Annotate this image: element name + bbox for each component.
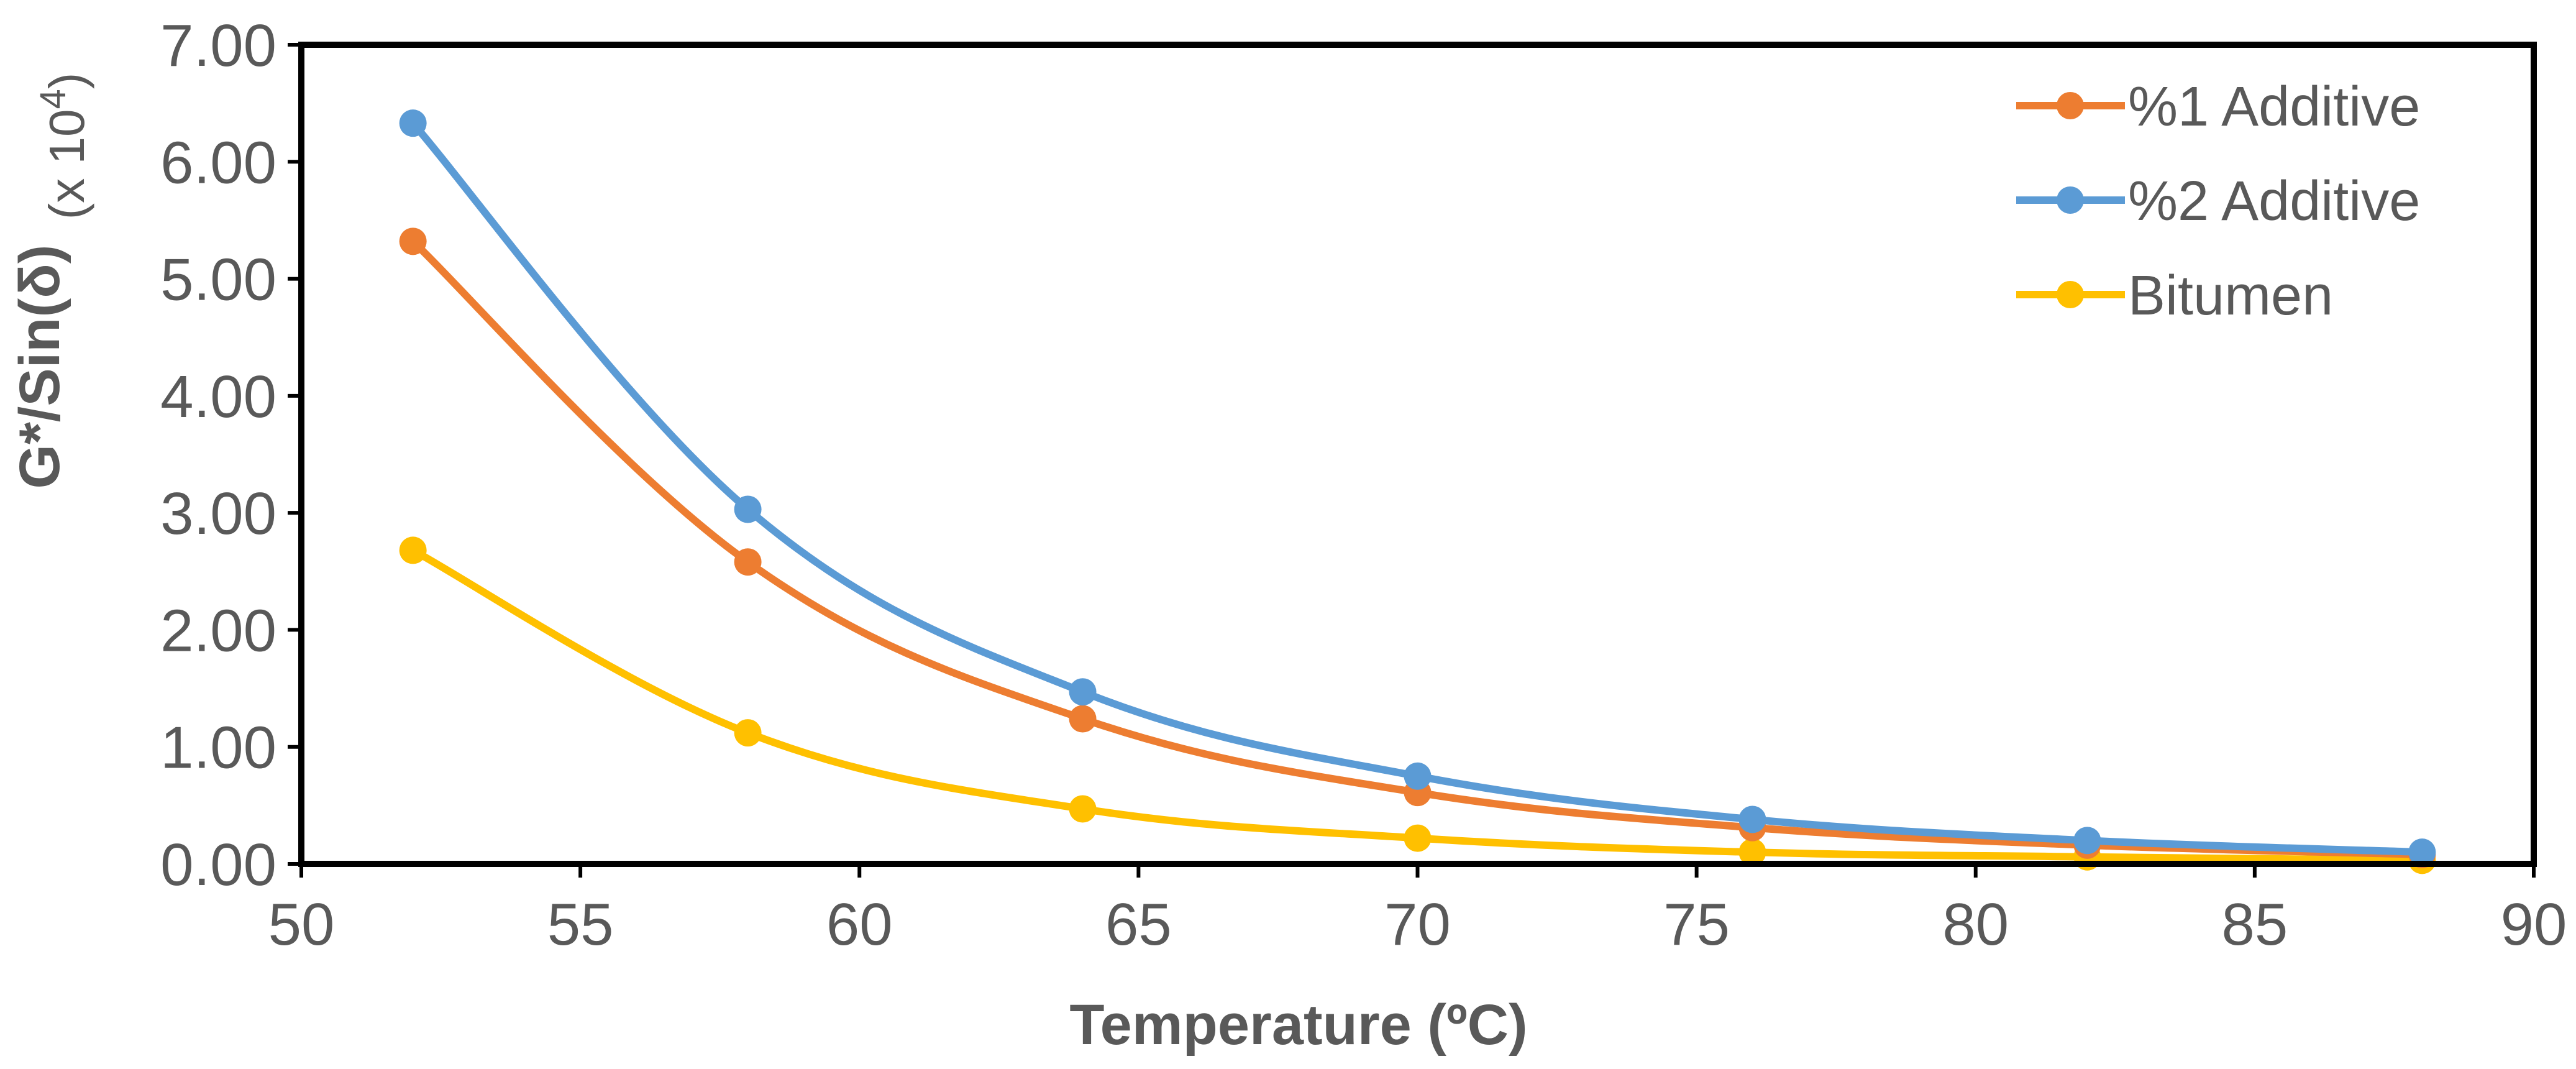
y-axis-title: G*/Sin(δ) — [8, 244, 71, 489]
legend-marker — [2057, 186, 2084, 214]
data-point-2-additive — [2073, 827, 2101, 855]
y-tick-label: 5.00 — [160, 247, 276, 313]
data-point-bitumen — [734, 719, 762, 747]
x-tick-label: 90 — [2501, 891, 2567, 958]
legend-label: %1 Additive — [2128, 76, 2420, 138]
data-point-2-additive — [1738, 805, 1766, 833]
x-axis-ticks: 50 55 60 65 70 75 80 85 90 — [268, 864, 2567, 958]
unit-prefix: (x 10 — [39, 109, 94, 220]
legend-marker — [2057, 281, 2084, 308]
data-point-bitumen — [1069, 795, 1097, 823]
data-point-2-additive — [734, 495, 762, 523]
data-point-bitumen — [1738, 838, 1766, 866]
y-tick-label: 0.00 — [160, 832, 276, 898]
legend-marker — [2057, 92, 2084, 119]
legend-label: %2 Additive — [2128, 170, 2420, 232]
data-point-1-additive — [399, 227, 427, 255]
x-axis-title: Temperature (ºC) — [1069, 993, 1527, 1057]
series-2-additive — [399, 109, 2436, 866]
y-tick-label: 4.00 — [160, 364, 276, 430]
data-point-bitumen — [1404, 824, 1432, 852]
legend-item-1-additive: %1 Additive — [2016, 76, 2420, 138]
unit-exponent: 4 — [33, 89, 73, 109]
x-tick-label: 70 — [1384, 891, 1451, 958]
y-axis-ticks: 0.00 1.00 2.00 3.00 4.00 5.00 6.00 7.00 — [160, 12, 301, 898]
x-tick-label: 75 — [1663, 891, 1730, 958]
unit-suffix: ) — [39, 73, 94, 89]
series-layer — [399, 109, 2436, 874]
x-tick-label: 65 — [1105, 891, 1172, 958]
x-tick-label: 55 — [547, 891, 614, 958]
x-tick-label: 85 — [2221, 891, 2288, 958]
data-point-1-additive — [734, 548, 762, 576]
x-tick-label: 60 — [826, 891, 893, 958]
x-tick-label: 80 — [1942, 891, 2009, 958]
legend-label: Bitumen — [2128, 265, 2333, 327]
y-axis-unit-label: (x 104) — [33, 73, 94, 220]
data-point-2-additive — [1069, 678, 1097, 706]
y-tick-label: 1.00 — [160, 715, 276, 781]
data-point-2-additive — [399, 109, 427, 137]
x-tick-label: 50 — [268, 891, 335, 958]
data-point-2-additive — [1404, 762, 1432, 790]
legend-item-2-additive: %2 Additive — [2016, 170, 2420, 232]
y-tick-label: 3.00 — [160, 480, 276, 547]
data-point-bitumen — [399, 536, 427, 564]
y-tick-label: 6.00 — [160, 129, 276, 196]
y-tick-label: 2.00 — [160, 597, 276, 664]
y-tick-label: 7.00 — [160, 12, 276, 79]
legend: %1 Additive %2 Additive Bitumen — [2016, 76, 2420, 327]
data-point-1-additive — [1069, 705, 1097, 733]
legend-item-bitumen: Bitumen — [2016, 265, 2333, 327]
data-point-2-additive — [2408, 838, 2436, 866]
